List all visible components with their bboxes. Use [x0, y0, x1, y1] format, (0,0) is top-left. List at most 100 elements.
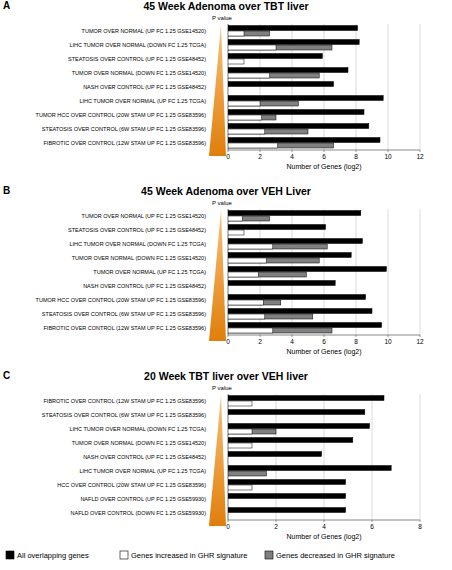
bars: [228, 211, 386, 334]
bar: [228, 138, 380, 143]
x-tick: [356, 335, 357, 337]
category-label: LIHC TUMOR OVER NORMAL (UP FC 1.25 TCGA): [79, 468, 206, 474]
x-axis-label: Number of Genes (log2): [286, 163, 361, 171]
category-label: FIBROTIC OVER CONTROL (12W STAM UP FC 1.…: [44, 398, 207, 404]
bar: [228, 258, 319, 263]
category-label: NAFLD OVER CONTROL (DOWN FC 1.25 GSE5993…: [71, 510, 207, 516]
x-tick: [420, 335, 421, 337]
x-tick-label: 6: [322, 153, 326, 160]
bar: [228, 244, 273, 249]
bar: [228, 300, 263, 305]
bar: [228, 272, 306, 277]
x-tick: [292, 150, 293, 152]
bar: [228, 143, 334, 148]
bar: [228, 115, 276, 120]
legend-swatch: [265, 551, 273, 559]
category-label: STEATOSIS OVER CONTROL (6W STAM UP FC 1.…: [42, 126, 206, 132]
bar: [228, 267, 386, 272]
p-value-wedge: [209, 25, 226, 156]
bar: [228, 244, 327, 249]
bar: [228, 225, 326, 230]
x-tick-label: 6: [370, 523, 374, 530]
x-tick: [388, 335, 389, 337]
figure: A45 Week Adenoma over TBT liverP value02…: [0, 0, 452, 570]
category-label: NAFLD OVER CONTROL (UP FC 1.25 GSE59930): [80, 496, 206, 502]
category-label: TUMOR OVER NORMAL (UP FC 1.25 TCGA): [93, 269, 206, 275]
bar: [228, 129, 265, 134]
category-label: NASH OVER CONTROL (UP FC 1.25 GSE48452): [83, 283, 206, 289]
chart-title: 45 Week Adenoma over VEH Liver: [141, 185, 311, 197]
x-tick: [420, 520, 421, 522]
bar: [228, 410, 365, 415]
x-tick: [324, 520, 325, 522]
bar: [228, 143, 278, 148]
category-label: LIHC TUMOR OVER NORMAL (UP FC 1.25 TCGA): [79, 98, 206, 104]
chart-panel: B45 Week Adenoma over VEH LiverP value02…: [3, 185, 424, 356]
x-tick-label: 0: [226, 523, 230, 530]
bar: [228, 480, 346, 485]
bar: [228, 45, 276, 50]
bar: [228, 471, 266, 476]
bar: [228, 216, 270, 221]
x-axis-label: Number of Genes (log2): [286, 348, 361, 356]
bar: [228, 328, 273, 333]
x-tick: [356, 150, 357, 152]
bar: [228, 438, 353, 443]
x-tick: [388, 150, 389, 152]
legend-swatch: [120, 551, 128, 559]
category-label: STEATOSIS OVER CONTROL (UP FC 1.25 GSE48…: [68, 56, 206, 62]
bar: [228, 129, 308, 134]
bar: [228, 211, 361, 216]
p-value-label: P value: [212, 385, 233, 391]
x-tick: [420, 150, 421, 152]
bar: [228, 45, 332, 50]
bar: [228, 96, 383, 101]
bar: [228, 31, 244, 36]
bar: [228, 124, 369, 129]
category-label: LIHC TUMOR OVER NORMAL (DOWN FC 1.25 TCG…: [70, 241, 207, 247]
panel-letter: C: [3, 370, 10, 381]
p-value-label: P value: [212, 15, 233, 21]
bar: [228, 309, 372, 314]
x-tick: [372, 520, 373, 522]
bar: [228, 216, 242, 221]
p-value-label: P value: [212, 200, 233, 206]
p-value-wedge: [209, 395, 226, 526]
bar: [228, 68, 348, 73]
bars: [228, 26, 383, 149]
legend-label: All overlapping genes: [17, 551, 89, 560]
x-tick-label: 12: [416, 153, 424, 160]
bar: [228, 230, 244, 235]
bar: [228, 401, 252, 406]
bar: [228, 323, 382, 328]
bar: [228, 239, 362, 244]
category-label: TUMOR OVER NORMAL (UP FC 1.25 GSE14520): [82, 28, 207, 34]
category-label: NASH OVER CONTROL (UP FC 1.25 GSE48452): [83, 454, 206, 460]
grid-line: [372, 394, 373, 520]
grid-line: [420, 209, 421, 335]
legend-label: Genes increased in GHR signature: [131, 551, 247, 560]
chart-panel: C 20 Week TBT liver over VEH liver P value…: [3, 370, 422, 541]
grid-line: [420, 394, 421, 520]
grid-line: [356, 209, 357, 335]
bar: [228, 281, 335, 286]
legend-label: Genes decreased in GHR signature: [276, 551, 395, 560]
bars: [228, 396, 391, 513]
x-tick-label: 2: [274, 523, 278, 530]
category-label: LIHC TUMOR OVER NORMAL (DOWN FC 1.25 TCG…: [70, 42, 207, 48]
x-tick: [292, 335, 293, 337]
x-tick-label: 4: [290, 338, 294, 345]
x-axis-label: Number of Genes (log2): [286, 533, 361, 541]
bar: [228, 73, 319, 78]
bar: [228, 59, 244, 64]
category-label: FIBROTIC OVER CONTROL (12W STAM UP FC 1.…: [44, 140, 207, 146]
bar: [228, 272, 258, 277]
bar: [228, 424, 370, 429]
category-label: TUMOR OVER NORMAL (UP FC 1.25 GSE14520): [82, 213, 207, 219]
bar: [228, 253, 351, 258]
bar: [228, 26, 358, 31]
chart-title: 45 Week Adenoma over TBT liver: [143, 0, 308, 12]
x-tick-label: 10: [384, 153, 392, 160]
chart-title: 20 Week TBT liver over VEH liver: [144, 370, 308, 382]
bar: [228, 31, 270, 36]
